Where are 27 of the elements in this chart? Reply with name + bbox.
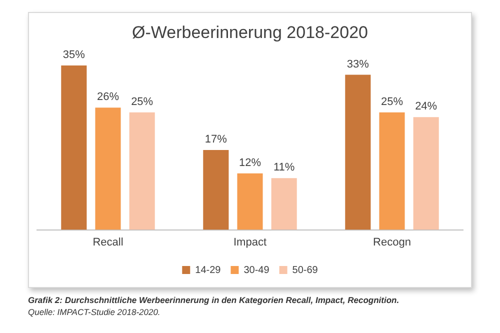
legend-label: 30-49 bbox=[244, 264, 270, 276]
bar bbox=[237, 173, 263, 230]
data-label: 25% bbox=[380, 96, 404, 108]
bar bbox=[271, 178, 297, 230]
x-tick-label: Recogn bbox=[373, 236, 411, 248]
data-label: 24% bbox=[415, 100, 438, 113]
legend-label: 14-29 bbox=[195, 264, 222, 276]
x-tick-label: Recall bbox=[92, 236, 124, 248]
data-label: 11% bbox=[273, 162, 295, 174]
data-label: 35% bbox=[62, 48, 86, 61]
bar bbox=[413, 117, 439, 230]
bar bbox=[379, 112, 405, 230]
bar bbox=[61, 65, 87, 230]
source-note: Quelle: IMPACT-Studie 2018-2020. bbox=[28, 306, 162, 318]
legend-label: 50-69 bbox=[292, 264, 318, 276]
bar bbox=[345, 74, 371, 230]
bar bbox=[129, 112, 155, 230]
data-label: 25% bbox=[131, 96, 154, 108]
data-label: 26% bbox=[96, 91, 120, 104]
data-label: 17% bbox=[204, 133, 228, 146]
bar bbox=[95, 108, 121, 230]
data-label: 33% bbox=[346, 58, 370, 70]
bar bbox=[203, 150, 229, 230]
data-label: 12% bbox=[238, 156, 262, 169]
chart-title: Ø-Werbeerinnerung 2018-2020 bbox=[132, 22, 368, 42]
text: Grafik 2: Durchschnittliche Werbeerinnerung in den Kategorien Recall, Impact, Recognition. bbox=[28, 294, 400, 306]
x-tick-label: Impact bbox=[233, 236, 267, 248]
